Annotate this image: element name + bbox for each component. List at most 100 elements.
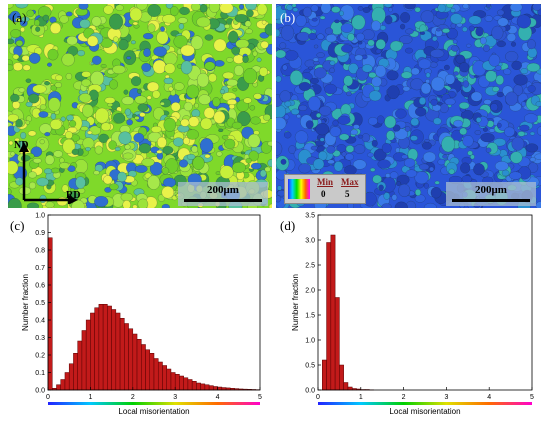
map-b-grain bbox=[346, 92, 351, 96]
map-b-grain bbox=[497, 123, 501, 128]
map-b-grain bbox=[330, 61, 335, 66]
histogram-bar bbox=[158, 362, 162, 390]
map-b-grain bbox=[459, 62, 469, 72]
map-b-grain bbox=[350, 130, 357, 135]
histogram-bar bbox=[167, 369, 171, 390]
map-a-grain bbox=[26, 102, 33, 107]
map-b-grain bbox=[339, 134, 349, 140]
map-b-grain bbox=[528, 48, 537, 58]
map-b-grain bbox=[358, 41, 362, 44]
map-b-grain bbox=[284, 132, 291, 138]
map-b-grain bbox=[468, 151, 473, 156]
map-b-grain bbox=[277, 186, 282, 191]
x-axis-label: Local misorientation bbox=[118, 407, 189, 416]
map-b-grain bbox=[370, 168, 375, 172]
map-b-grain bbox=[346, 145, 354, 152]
map-a-grain bbox=[262, 20, 266, 24]
map-a-grain bbox=[92, 17, 102, 27]
map-b-grain bbox=[309, 33, 317, 40]
map-b-grain bbox=[481, 133, 495, 142]
histogram-bar bbox=[175, 374, 179, 390]
map-a-grain bbox=[148, 24, 155, 33]
histogram-bar bbox=[82, 331, 86, 391]
map-b-grain bbox=[466, 44, 471, 47]
map-a-grain bbox=[26, 79, 31, 83]
map-a-grain bbox=[9, 141, 13, 145]
map-a-grain bbox=[123, 153, 133, 159]
axis-label-nd: ND bbox=[14, 140, 28, 151]
map-a-grain bbox=[241, 152, 245, 155]
map-a-grain bbox=[119, 39, 129, 50]
map-b-grain bbox=[503, 69, 511, 75]
map-a-grain bbox=[112, 65, 125, 74]
y-tick-label: 1.0 bbox=[35, 213, 45, 220]
map-a-grain bbox=[164, 63, 175, 73]
x-tick-label: 4 bbox=[487, 394, 491, 401]
map-a-grain bbox=[200, 138, 213, 152]
y-tick-label: 3.5 bbox=[305, 213, 315, 220]
map-a-grain bbox=[228, 31, 238, 43]
y-tick-label: 0.5 bbox=[35, 300, 45, 307]
map-a-grain bbox=[222, 135, 228, 139]
map-b-grain bbox=[463, 81, 469, 88]
histogram-bar bbox=[162, 366, 166, 391]
map-a-grain bbox=[244, 98, 252, 104]
map-b-grain bbox=[379, 185, 384, 191]
x-tick-label: 1 bbox=[88, 394, 92, 401]
histogram-bar bbox=[116, 313, 120, 390]
map-b-grain bbox=[429, 167, 434, 171]
map-b-grain bbox=[382, 204, 392, 209]
map-a-grain bbox=[157, 31, 169, 44]
map-b-grain bbox=[504, 127, 515, 137]
histogram-bar bbox=[112, 310, 116, 391]
map-b-grain bbox=[404, 158, 415, 167]
map-b-grain bbox=[445, 98, 456, 105]
map-b-grain bbox=[445, 74, 455, 84]
map-b-grain bbox=[285, 101, 291, 107]
map-a-grain bbox=[191, 4, 200, 11]
map-b-grain bbox=[276, 76, 282, 82]
map-a-grain bbox=[199, 95, 211, 105]
map-a-grain bbox=[220, 4, 234, 13]
map-a-grain bbox=[143, 48, 150, 56]
map-b-grain bbox=[424, 183, 429, 188]
map-a-grain bbox=[109, 14, 123, 30]
map-b-grain bbox=[415, 189, 421, 196]
map-a-grain bbox=[125, 145, 131, 150]
map-b-grain bbox=[358, 6, 363, 10]
map-a-grain bbox=[16, 40, 23, 46]
histogram-bar bbox=[124, 324, 128, 391]
map-a-grain bbox=[197, 73, 209, 87]
map-b-grain bbox=[334, 161, 343, 171]
map-b-grain bbox=[333, 120, 339, 126]
map-a-grain bbox=[143, 33, 153, 39]
map-a-grain bbox=[160, 102, 164, 105]
map-a-grain bbox=[133, 205, 138, 208]
map-b-grain bbox=[297, 114, 301, 118]
map-a-grain bbox=[127, 57, 131, 60]
histogram-bar bbox=[133, 334, 137, 390]
map-a-grain bbox=[131, 41, 135, 44]
map-a-grain bbox=[233, 88, 237, 91]
map-a-grain bbox=[10, 94, 19, 102]
map-b-grain bbox=[528, 85, 536, 92]
map-a-grain bbox=[232, 47, 240, 55]
plot-frame bbox=[318, 215, 532, 390]
map-a-grain bbox=[243, 56, 249, 63]
map-a-grain bbox=[205, 62, 216, 71]
map-b-grain bbox=[405, 48, 413, 53]
map-a-grain bbox=[162, 168, 169, 175]
map-a-grain bbox=[55, 75, 62, 81]
map-b-grain bbox=[375, 65, 386, 77]
map-a-grain bbox=[35, 27, 40, 32]
map-b-grain bbox=[353, 125, 359, 130]
map-b-grain bbox=[316, 123, 329, 135]
map-a-grain bbox=[168, 87, 173, 91]
map-b-grain bbox=[308, 67, 312, 70]
map-b-grain bbox=[505, 51, 518, 62]
map-b-grain bbox=[313, 159, 324, 170]
map-b-grain bbox=[345, 154, 354, 161]
y-tick-label: 1.5 bbox=[305, 313, 315, 320]
map-b-grain bbox=[433, 118, 441, 125]
